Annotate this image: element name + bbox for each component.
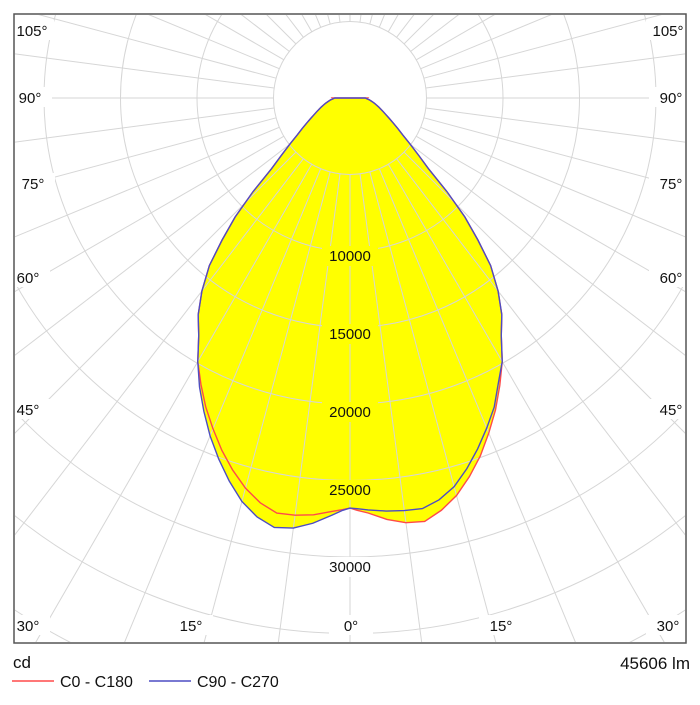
angle-label: 75° [660,176,683,193]
angle-label: 90° [660,90,683,107]
grid-ray [425,107,685,143]
grid-ray [416,135,685,293]
angle-label: 30° [17,618,40,635]
grid-ray [124,168,322,642]
radial-label: 20000 [329,404,371,421]
radial-labels: 10000 15000 20000 25000 30000 [329,248,371,576]
angle-labels-left: 105° 90° 75° 60° 45° 30° [16,23,47,635]
grid-ray [369,171,497,642]
angle-label: 60° [660,270,683,287]
luminous-flux-value: 45606 lm [620,654,690,673]
angle-label: 75° [22,176,45,193]
angle-labels-bottom: 15° 0° 15° [180,618,513,635]
angle-label: 60° [17,270,40,287]
angle-label: 90° [19,90,42,107]
grid-ray [148,15,280,70]
plot-frame [13,13,687,644]
legend-label-c0-c180: C0 - C180 [60,674,133,691]
grid-ray [15,151,297,434]
grid-ray [15,107,275,143]
grid-ray [396,158,685,536]
unit-label: cd [13,653,31,672]
radial-label: 25000 [329,482,371,499]
grid-ray [15,126,280,238]
angle-label: 105° [16,23,47,40]
footer: cd 45606 lm C0 - C180 C90 - C270 [12,653,690,691]
c90-c270-curve [197,97,503,529]
radial-label: 15000 [329,326,371,343]
angle-label: 0° [344,618,358,635]
angle-label: 15° [180,618,203,635]
grid-ray [420,126,685,238]
grid-ray [15,53,275,89]
angle-label: 15° [490,618,513,635]
angle-label: 45° [660,402,683,419]
angle-label: 105° [652,23,683,40]
grid-ray [420,15,552,70]
grid-ray [387,164,665,642]
angle-label: 45° [17,402,40,419]
grid-ray [15,117,277,189]
grid-ray [359,173,423,642]
radial-label: 10000 [329,248,371,265]
grid-ray [203,171,331,642]
grid-ray [277,173,341,642]
grid-ray [15,135,284,293]
grid-ray [15,144,290,356]
legend-label-c90-c270: C90 - C270 [197,674,279,691]
legend: C0 - C180 C90 - C270 [12,674,279,691]
angle-labels-right: 30° 45° 60° 75° 90° 105° [652,23,683,635]
intensity-curves [197,97,503,529]
grid-ray [378,168,576,642]
grid-ray [15,158,304,536]
grid-ray [423,117,685,189]
grid-ray [403,151,685,434]
radial-label: 30000 [329,559,371,576]
grid-ray [425,53,685,89]
grid-ray [410,144,685,356]
angle-label: 30° [657,618,680,635]
grid-ray [423,15,662,79]
grid-ray [38,15,277,79]
grid-ray [35,164,313,642]
